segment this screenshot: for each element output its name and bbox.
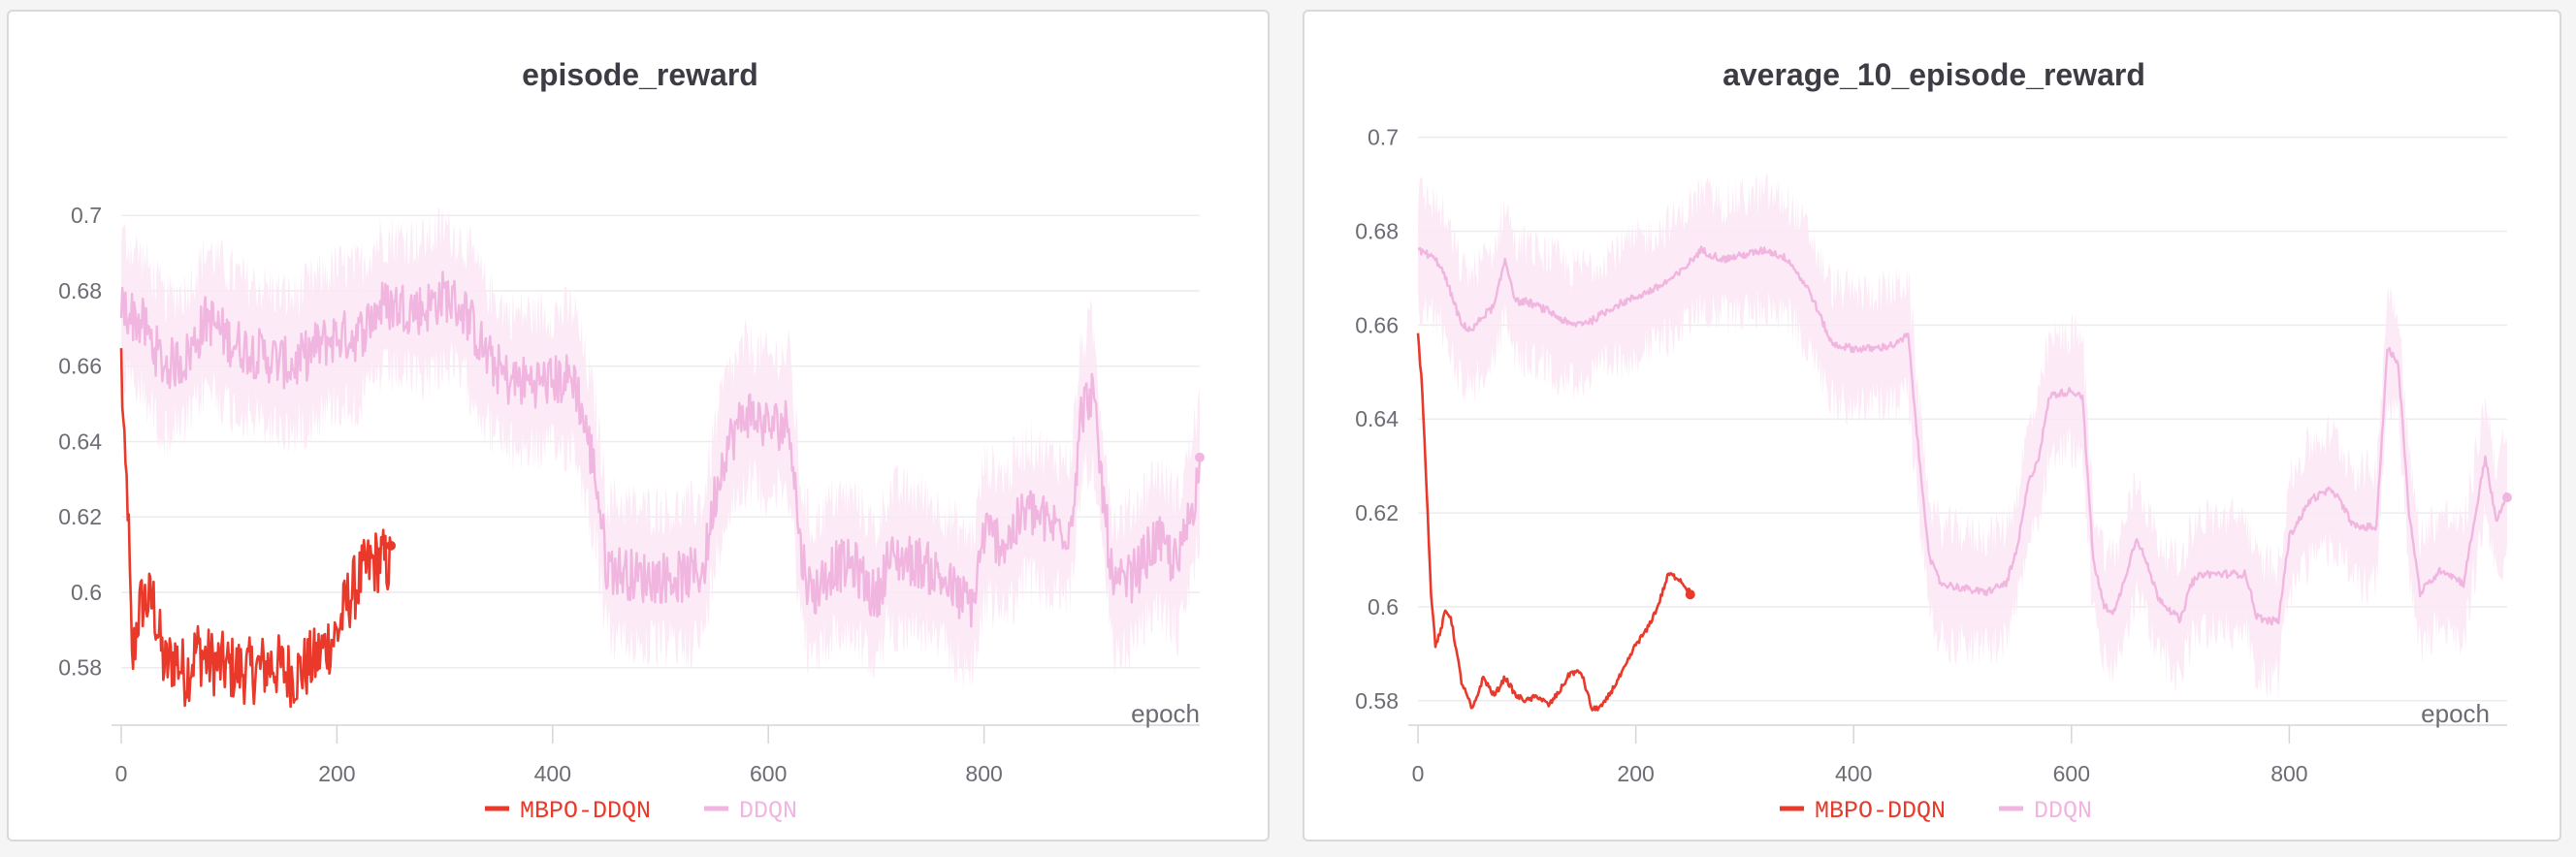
- legend-label-mbpo[interactable]: MBPO-DDQN: [520, 797, 651, 825]
- x-axis-label: epoch: [2421, 699, 2490, 728]
- y-tick-label: 0.64: [1355, 406, 1399, 431]
- x-tick-label: 0: [1412, 761, 1425, 786]
- x-tick-label: 600: [2053, 761, 2090, 786]
- series-end-point-ddqn[interactable]: [1195, 452, 1205, 462]
- x-tick-label: 800: [2270, 761, 2307, 786]
- series-end-point-ddqn[interactable]: [2502, 492, 2512, 503]
- legend[interactable]: MBPO-DDQN DDQN: [1780, 797, 2092, 825]
- legend[interactable]: MBPO-DDQN DDQN: [485, 797, 797, 825]
- series-end-point-mbpo-ddqn[interactable]: [1685, 589, 1695, 600]
- series-line-mbpo-ddqn[interactable]: [119, 348, 393, 709]
- y-tick-label: 0.6: [1368, 594, 1399, 619]
- y-tick-label: 0.7: [71, 203, 102, 228]
- ddqn-variance-band: [121, 206, 1200, 691]
- x-tick-label: 200: [1617, 761, 1654, 786]
- y-tick-label: 0.64: [58, 428, 102, 454]
- episode-reward-chart: 0.580.60.620.640.660.680.70 200 400 600 800 …: [58, 57, 1205, 825]
- series-end-point-mbpo-ddqn[interactable]: [386, 540, 396, 551]
- y-tick-label: 0.68: [58, 278, 102, 303]
- series-line-mbpo-ddqn[interactable]: [1416, 333, 1692, 712]
- y-tick-label: 0.66: [58, 354, 102, 379]
- x-axis-label: epoch: [1131, 699, 1200, 728]
- x-tick-label: 400: [534, 761, 571, 786]
- y-tick-label: 0.62: [1355, 500, 1399, 525]
- y-tick-label: 0.62: [58, 504, 102, 529]
- chart-title: episode_reward: [522, 57, 758, 92]
- series-line-ddqn[interactable]: [119, 270, 1202, 628]
- legend-label-mbpo[interactable]: MBPO-DDQN: [1815, 797, 1946, 825]
- y-tick-label: 0.66: [1355, 312, 1399, 337]
- legend-label-ddqn[interactable]: DDQN: [739, 797, 797, 825]
- y-tick-label: 0.58: [58, 655, 102, 681]
- series-line-ddqn[interactable]: [1417, 245, 2509, 626]
- legend-label-ddqn[interactable]: DDQN: [2034, 797, 2092, 825]
- y-tick-label: 0.6: [71, 580, 102, 605]
- x-tick-label: 800: [965, 761, 1002, 786]
- x-tick-label: 400: [1835, 761, 1872, 786]
- chart-panel-average-10-episode-reward: 0.58 0.6 0.62 0.64 0.66 0.68 0.7 0 200 400 600 800 …: [1303, 10, 2561, 841]
- y-tick-label: 0.7: [1368, 125, 1399, 150]
- x-tick-label: 200: [318, 761, 355, 786]
- ddqn-variance-band: [1418, 173, 2507, 699]
- chart-panel-episode-reward: 0.58 0.6 0.62 0.64 0.66 0.68 0.7 0 200 400 600 800 …: [7, 10, 1270, 841]
- x-tick-label: 600: [750, 761, 787, 786]
- y-tick-label: 0.58: [1355, 688, 1399, 714]
- x-tick-label: 0: [115, 761, 128, 786]
- average-10-episode-reward-chart: 0.580.60.620.640.660.680.70 200 400 600 800 …: [1355, 57, 2512, 825]
- chart-title: average_10_episode_reward: [1723, 57, 2145, 92]
- y-tick-label: 0.68: [1355, 219, 1399, 244]
